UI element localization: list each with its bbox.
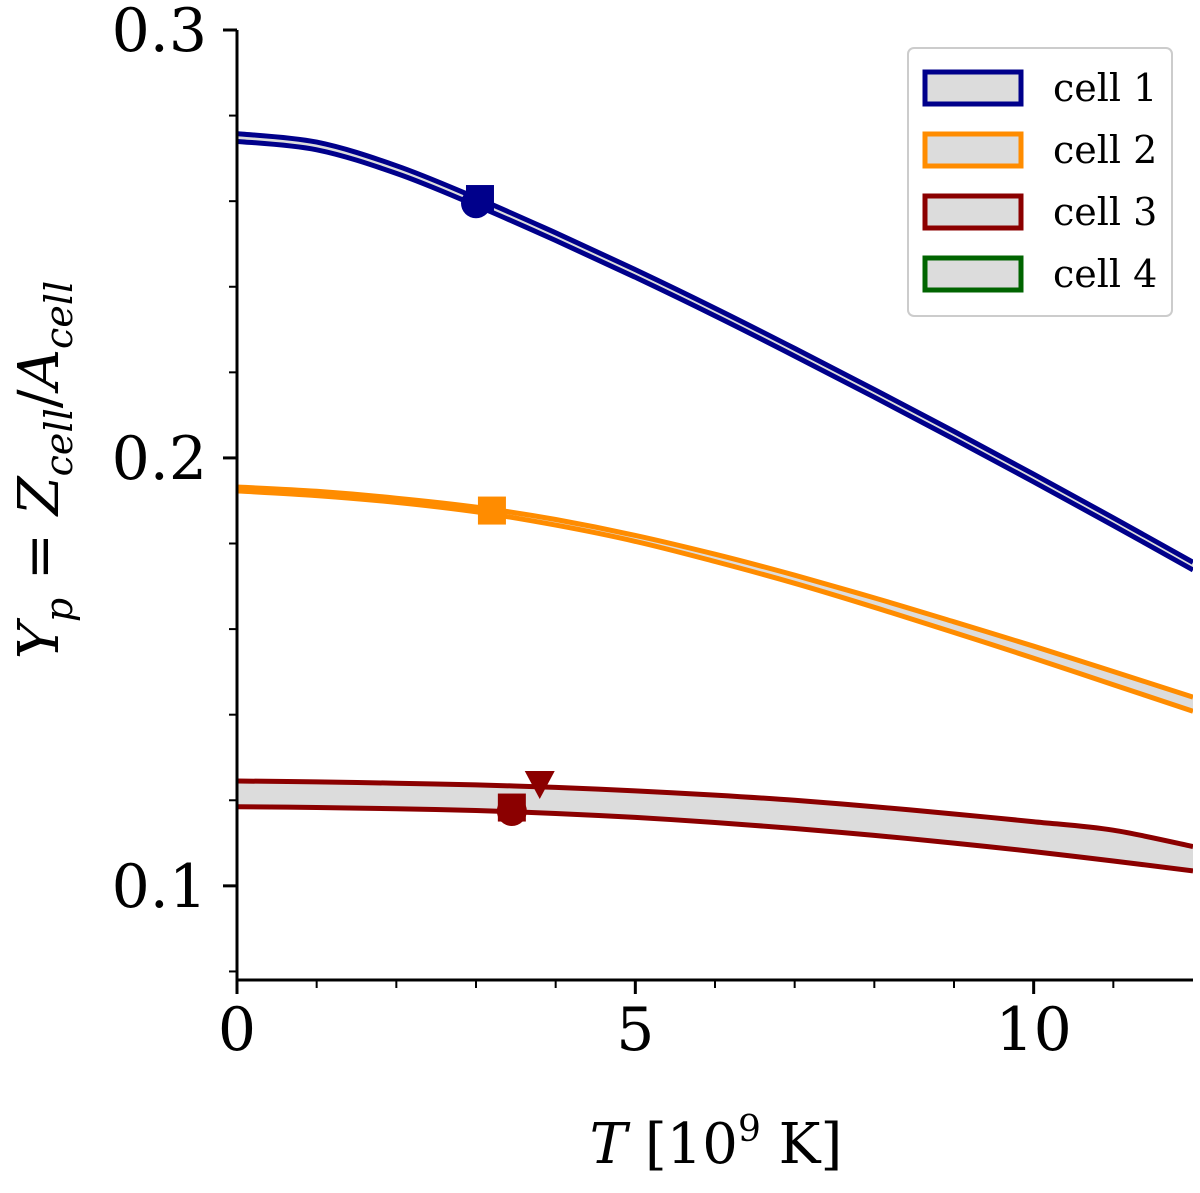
band-lower-line-3 bbox=[237, 804, 1193, 874]
legend-swatch-1 bbox=[922, 69, 1024, 107]
legend-box bbox=[907, 47, 1173, 317]
legend-label-3: cell 3 bbox=[1053, 190, 1157, 234]
marker-circle-series-4 bbox=[624, 1066, 654, 1096]
band-lower-line-1 bbox=[237, 138, 1193, 573]
series-markers bbox=[461, 185, 838, 1096]
axes: 0 5 10 0.1 0.2 0.3 bbox=[112, 0, 1193, 1065]
y-tick-label-0.2: 0.2 bbox=[112, 424, 207, 494]
band-lower-line-2 bbox=[237, 488, 1193, 714]
legend: cell 1 cell 2 cell 3 cell 4 bbox=[907, 47, 1173, 317]
x-tick-label-0: 0 bbox=[218, 995, 256, 1065]
band-upper-line-3 bbox=[237, 778, 1193, 849]
y-tick-label-0.3: 0.3 bbox=[112, 0, 207, 66]
legend-label-2: cell 2 bbox=[1053, 128, 1157, 172]
band-fill-2 bbox=[237, 487, 1193, 712]
y-axis-label: Yp = Zcell/Acell bbox=[7, 281, 81, 659]
x-axis-label: T [109 K] bbox=[590, 1109, 843, 1177]
marker-triangle-down-series-3 bbox=[524, 771, 555, 800]
marker-circle-series-3 bbox=[496, 795, 527, 826]
legend-label-1: cell 1 bbox=[1053, 66, 1157, 110]
series-bands bbox=[237, 131, 1193, 874]
legend-swatch-2 bbox=[922, 131, 1024, 169]
legend-swatch-4 bbox=[922, 255, 1024, 293]
x-tick-label-10: 10 bbox=[995, 995, 1071, 1065]
marker-circle-series-1 bbox=[461, 188, 491, 219]
marker-star-series-4 bbox=[706, 1018, 733, 1043]
band-upper-line-2 bbox=[237, 484, 1193, 700]
marker-square-series-4 bbox=[677, 1049, 705, 1077]
legend-label-4: cell 4 bbox=[1053, 252, 1157, 296]
marker-triangle-down-series-4 bbox=[808, 991, 838, 1019]
x-tick-label-5: 5 bbox=[616, 995, 654, 1065]
y-tick-label-0.1: 0.1 bbox=[112, 852, 207, 922]
marker-square-series-2 bbox=[477, 496, 506, 525]
band-fill-3 bbox=[237, 781, 1193, 871]
legend-swatch-3 bbox=[922, 193, 1024, 231]
band-upper-line-1 bbox=[237, 131, 1193, 565]
